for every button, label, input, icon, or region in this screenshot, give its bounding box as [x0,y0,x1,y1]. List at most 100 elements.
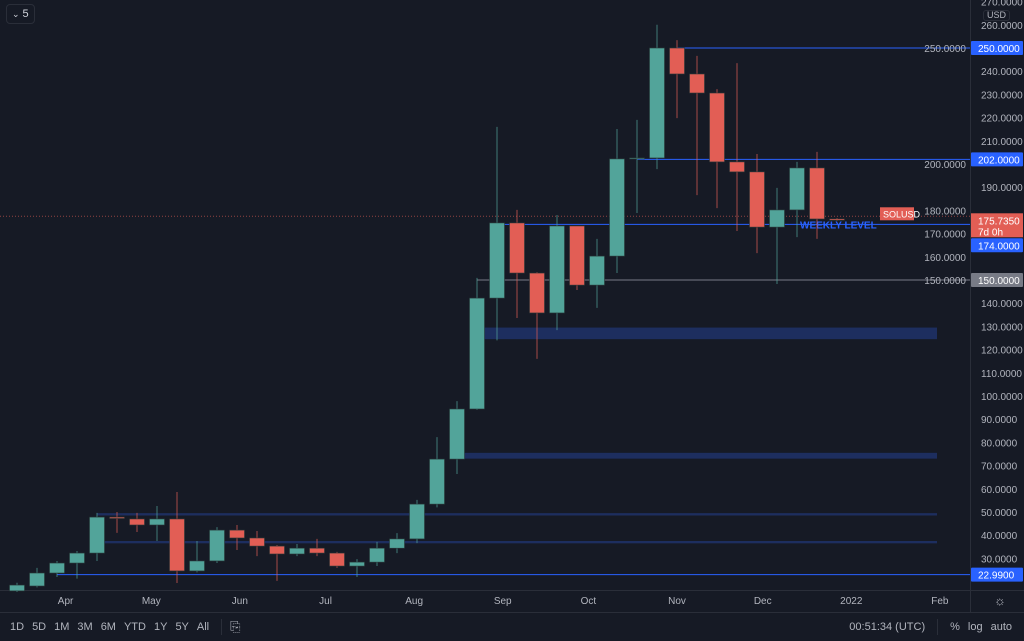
price-tick-label: 80.0000 [981,438,1018,449]
candle-body[interactable] [69,552,85,564]
candle-body[interactable] [689,73,705,94]
candle-body[interactable] [789,167,805,211]
candle-body[interactable] [149,518,165,526]
candle-body[interactable] [569,225,585,286]
range-ytd[interactable]: YTD [123,621,146,633]
candle-body[interactable] [369,547,385,563]
price-tick-label: 130.0000 [981,322,1023,333]
range-5y[interactable]: 5Y [175,621,189,633]
candle-body[interactable] [269,545,285,555]
chevron-down-icon: ⌄ [12,9,20,19]
candle-body[interactable] [529,272,545,314]
currency-selector[interactable]: USD [983,10,1011,21]
range-1d[interactable]: 1D [10,621,25,633]
interval-selector[interactable]: ⌄ 5 [6,4,35,24]
candle-body[interactable] [629,157,645,160]
candle-body[interactable] [769,209,785,228]
candle-body[interactable] [609,158,625,257]
candle-body[interactable] [729,161,745,173]
candle-body[interactable] [289,547,305,555]
price-tick-label: 110.0000 [981,369,1022,380]
price-tick-label: 50.0000 [981,508,1018,519]
gear-icon[interactable]: ☼ [994,593,1006,608]
price-badge-label: 174.0000 [978,241,1020,252]
price-tick-label: 260.0000 [981,21,1023,32]
price-tick-label: 230.0000 [981,90,1023,101]
symbol-badge [880,207,914,221]
price-badge [971,152,1023,167]
candle-body[interactable] [309,547,325,554]
range-3m[interactable]: 3M [77,621,93,633]
divider [221,619,223,635]
candle-body[interactable] [809,167,825,220]
candle-body[interactable] [349,561,365,567]
time-tick-label: Feb [931,596,949,607]
candle-body[interactable] [669,47,685,75]
candle-body[interactable] [49,562,65,574]
support-zone[interactable] [97,541,937,544]
price-tick-label: 250.0000 [924,44,966,55]
bottom-toolbar: 1D 5D 1M 3M 6M YTD 1Y 5Y All ⎘ 00:51:34 (UTC) % … [0,612,1024,641]
price-tick-label: 240.0000 [981,67,1023,78]
candle-body[interactable] [209,529,225,562]
time-tick-label: Dec [754,596,772,607]
range-1m[interactable]: 1M [54,621,70,633]
candle-body[interactable] [169,518,185,572]
support-zone[interactable] [477,327,937,340]
support-zone[interactable] [457,452,937,459]
range-1y[interactable]: 1Y [153,621,168,633]
auto-toggle[interactable]: auto [990,621,1012,633]
price-badge [971,41,1023,55]
candle-body[interactable] [189,560,205,572]
price-badge [971,567,1023,582]
candle-body[interactable] [489,222,505,299]
price-tick-label: 190.0000 [981,183,1023,194]
range-5d[interactable]: 5D [32,621,47,633]
candle-body[interactable] [469,297,485,410]
price-tick-label: 70.0000 [981,462,1018,473]
percent-toggle[interactable]: % [950,621,960,633]
candle-body[interactable] [649,47,665,159]
candle-body[interactable] [89,516,105,554]
candle-body[interactable] [829,218,845,221]
candle-body[interactable] [9,584,25,592]
price-badge-label: 22.9900 [978,571,1015,582]
price-tick-label: 100.0000 [981,392,1023,403]
date-range-icon[interactable]: ⎘ [230,619,241,634]
candle-body[interactable] [409,503,425,540]
price-badge-label: 250.0000 [978,44,1020,55]
candle-body[interactable] [709,92,725,163]
price-tick-label: 150.0000 [924,276,966,287]
log-toggle[interactable]: log [967,621,983,633]
range-all[interactable]: All [196,621,210,633]
support-zone[interactable] [97,513,937,516]
price-badge [971,238,1023,253]
price-tick-label: 90.0000 [981,415,1018,426]
candle-body[interactable] [589,255,605,286]
price-chart[interactable]: WEEKLY LEVEL 30.0000 40.0000 50.0000 60.0000… [0,0,1024,612]
range-6m[interactable]: 6M [100,621,116,633]
time-tick-label: Jul [319,596,332,607]
price-tick-label: 220.0000 [981,114,1023,125]
candle-body[interactable] [109,516,125,519]
candle-body[interactable] [329,552,345,567]
symbol-label: SOLUSD [883,209,921,219]
candle-body[interactable] [429,458,445,505]
candle-body[interactable] [249,537,265,547]
candle-body[interactable] [449,408,465,460]
candle-body[interactable] [389,538,405,549]
candle-body[interactable] [129,518,145,526]
clock-time[interactable]: 00:51:34 (UTC) [849,621,926,633]
price-tick-label: 200.0000 [924,160,966,171]
candle-body[interactable] [749,171,765,228]
candle-body[interactable] [509,222,525,274]
time-tick-label: Jun [232,596,248,607]
candle-body[interactable] [229,529,245,539]
last-price-label: 175.7350 [978,216,1020,227]
price-tick-label: 210.0000 [981,137,1023,148]
candle-body[interactable] [549,225,565,314]
time-tick-label: Sep [494,596,512,607]
price-tick-label: 30.0000 [981,554,1018,565]
candle-body[interactable] [29,572,45,587]
last-price-badge [971,213,1023,238]
